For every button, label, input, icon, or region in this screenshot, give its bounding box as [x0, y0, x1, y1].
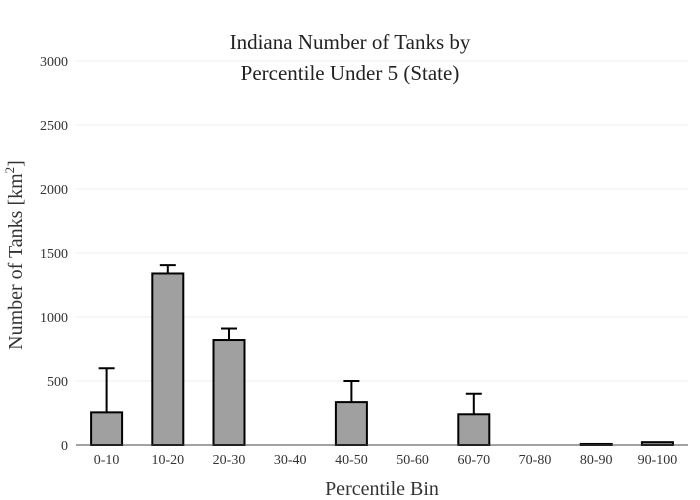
chart-title-line-2: Percentile Under 5 (State) — [240, 61, 460, 85]
chart-title-line-1: Indiana Number of Tanks by — [229, 30, 471, 54]
x-tick-label: 20-30 — [213, 453, 246, 468]
x-tick-label: 30-40 — [274, 453, 307, 468]
x-tick-label: 50-60 — [396, 453, 429, 468]
bar — [212, 339, 246, 447]
x-tick-label: 90-100 — [638, 453, 678, 468]
y-axis-title: Number of Tanks [km2] — [2, 160, 27, 350]
y-tick-label: 0 — [61, 439, 68, 454]
error-bars — [98, 264, 482, 415]
y-tick-label: 500 — [47, 375, 68, 390]
bar — [151, 272, 185, 447]
x-tick-label: 60-70 — [457, 453, 490, 468]
y-tick-label: 3000 — [40, 55, 68, 70]
x-tick-label: 10-20 — [151, 453, 184, 468]
x-tick-label: 80-90 — [580, 453, 613, 468]
y-tick-label: 1500 — [40, 247, 68, 262]
x-tick-label: 70-80 — [519, 453, 552, 468]
y-tick-label: 2000 — [40, 183, 68, 198]
bar — [90, 411, 124, 446]
bars — [90, 272, 674, 447]
x-tick-label: 0-10 — [94, 453, 120, 468]
y-tick-label: 1000 — [40, 311, 68, 326]
y-axis-ticks: 0 500 1000 1500 2000 2500 3000 — [40, 55, 68, 454]
x-tick-label: 40-50 — [335, 453, 368, 468]
y-axis-title-close: ] — [5, 160, 27, 167]
bar — [334, 401, 368, 446]
y-axis-title-superscript: 2 — [2, 167, 17, 174]
y-tick-label: 2500 — [40, 119, 68, 134]
y-axis-title-main: Number of Tanks [km — [5, 173, 27, 350]
x-axis-ticks: 0-10 10-20 20-30 30-40 40-50 50-60 60-70 70-80 8… — [94, 453, 677, 468]
bar — [457, 413, 491, 446]
x-axis-title: Percentile Bin — [325, 478, 439, 500]
